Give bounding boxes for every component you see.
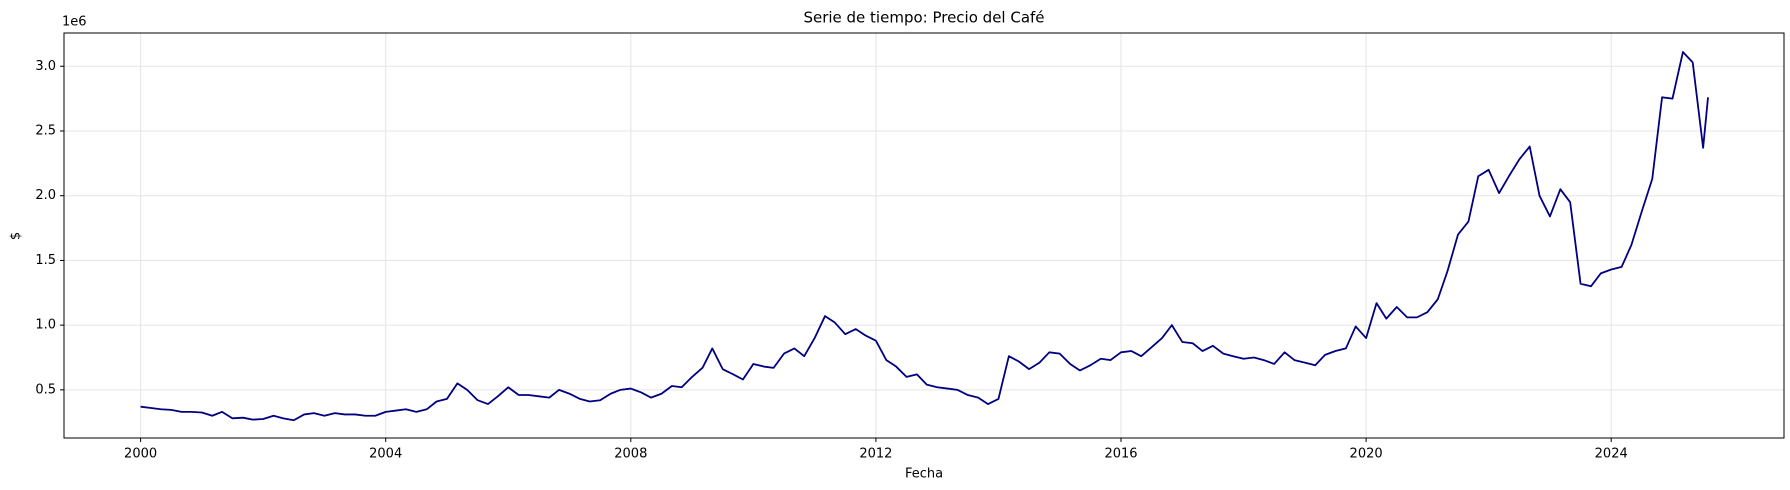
x-tick-label: 2012 (859, 447, 892, 462)
y-axis-label: $ (9, 232, 24, 240)
chart-title: Serie de tiempo: Precio del Café (803, 9, 1044, 27)
x-tick-label: 2020 (1350, 447, 1383, 462)
x-tick-label: 2004 (369, 447, 402, 462)
y-tick-label: 2.5 (35, 123, 56, 138)
x-axis-label: Fecha (905, 467, 943, 482)
x-tick-label: 2008 (614, 447, 647, 462)
series-line (140, 51, 1709, 422)
y-tick-label: 1.0 (35, 318, 56, 333)
x-tick-label: 2000 (124, 447, 157, 462)
y-tick-label: 0.5 (35, 382, 56, 397)
x-tick-label: 2024 (1595, 447, 1628, 462)
y-tick-label: 3.0 (35, 59, 56, 74)
y-offset-label: 1e6 (62, 15, 87, 30)
y-tick-label: 2.0 (35, 188, 56, 203)
plot-frame (63, 32, 1785, 439)
x-tick-label: 2016 (1104, 447, 1137, 462)
y-tick-label: 1.5 (35, 253, 56, 268)
